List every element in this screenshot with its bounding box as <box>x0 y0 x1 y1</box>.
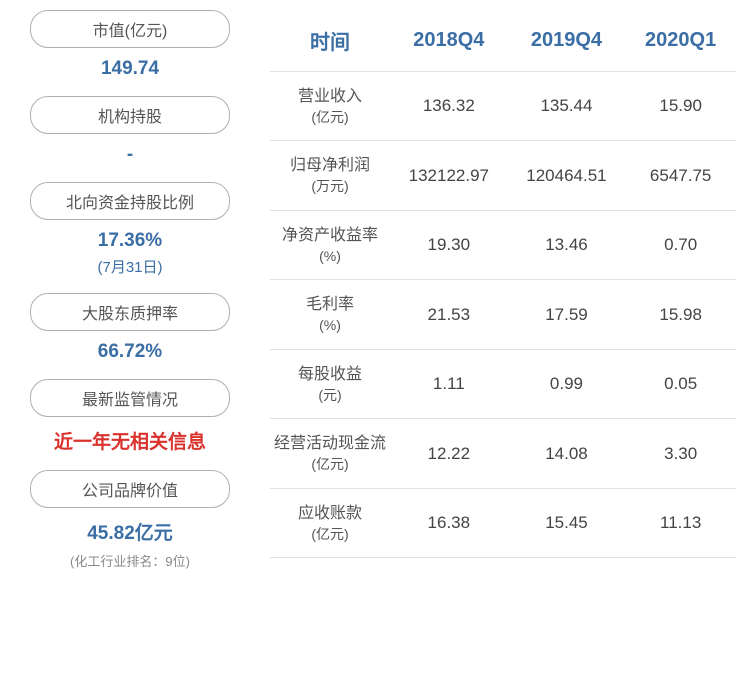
stat-note: (化工行业排名：9位) <box>30 551 230 570</box>
metric-unit: (%) <box>274 247 386 266</box>
metric-name: 毛利率 <box>274 294 386 316</box>
data-cell: 13.46 <box>508 210 626 279</box>
stat-value: 66.72% <box>30 341 230 363</box>
data-cell: 0.70 <box>625 210 736 279</box>
metric-cell: 经营活动现金流(亿元) <box>270 419 390 488</box>
stat-label: 北向资金持股比例 <box>30 182 230 220</box>
metric-name: 每股收益 <box>274 364 386 386</box>
stat-card-brand: 公司品牌价值 45.82亿元 (化工行业排名：9位) <box>30 470 230 570</box>
metric-unit: (亿元) <box>274 455 386 474</box>
data-cell: 12.22 <box>390 419 508 488</box>
metric-cell: 每股收益(元) <box>270 349 390 418</box>
col-header-2018q4: 2018Q4 <box>390 10 508 72</box>
data-cell: 15.90 <box>625 72 736 141</box>
stat-card-market-cap: 市值(亿元) 149.74 <box>30 10 230 92</box>
data-cell: 132122.97 <box>390 141 508 210</box>
metric-cell: 毛利率(%) <box>270 280 390 349</box>
stat-value: 45.82亿元 <box>30 518 230 545</box>
data-cell: 0.05 <box>625 349 736 418</box>
metric-unit: (元) <box>274 386 386 405</box>
financial-table: 时间 2018Q4 2019Q4 2020Q1 营业收入(亿元)136.3213… <box>270 10 736 558</box>
metric-cell: 净资产收益率(%) <box>270 210 390 279</box>
data-cell: 21.53 <box>390 280 508 349</box>
stat-value: 近一年无相关信息 <box>30 427 230 454</box>
stat-card-northbound: 北向资金持股比例 17.36% (7月31日) <box>30 182 230 289</box>
stat-value: 149.74 <box>30 58 230 80</box>
data-cell: 0.99 <box>508 349 626 418</box>
data-cell: 17.59 <box>508 280 626 349</box>
table-body: 营业收入(亿元)136.32135.4415.90归母净利润(万元)132122… <box>270 72 736 558</box>
table-row: 每股收益(元)1.110.990.05 <box>270 349 736 418</box>
right-table-panel: 时间 2018Q4 2019Q4 2020Q1 营业收入(亿元)136.3213… <box>260 10 750 668</box>
metric-unit: (亿元) <box>274 525 386 544</box>
data-cell: 14.08 <box>508 419 626 488</box>
table-row: 净资产收益率(%)19.3013.460.70 <box>270 210 736 279</box>
data-cell: 19.30 <box>390 210 508 279</box>
stat-label: 机构持股 <box>30 96 230 134</box>
metric-name: 归母净利润 <box>274 155 386 177</box>
table-row: 应收账款(亿元)16.3815.4511.13 <box>270 488 736 557</box>
metric-unit: (%) <box>274 316 386 335</box>
metric-name: 应收账款 <box>274 503 386 525</box>
data-cell: 136.32 <box>390 72 508 141</box>
table-row: 毛利率(%)21.5317.5915.98 <box>270 280 736 349</box>
stat-sub: (7月31日) <box>30 256 230 277</box>
metric-cell: 应收账款(亿元) <box>270 488 390 557</box>
metric-unit: (万元) <box>274 177 386 196</box>
col-header-2019q4: 2019Q4 <box>508 10 626 72</box>
metric-cell: 归母净利润(万元) <box>270 141 390 210</box>
data-cell: 15.98 <box>625 280 736 349</box>
stat-label: 公司品牌价值 <box>30 470 230 508</box>
table-row: 归母净利润(万元)132122.97120464.516547.75 <box>270 141 736 210</box>
metric-name: 营业收入 <box>274 86 386 108</box>
metric-name: 净资产收益率 <box>274 225 386 247</box>
table-row: 经营活动现金流(亿元)12.2214.083.30 <box>270 419 736 488</box>
stat-card-pledge: 大股东质押率 66.72% <box>30 293 230 375</box>
metric-unit: (亿元) <box>274 108 386 127</box>
data-cell: 15.45 <box>508 488 626 557</box>
metric-name: 经营活动现金流 <box>274 433 386 455</box>
stat-label: 大股东质押率 <box>30 293 230 331</box>
col-header-time: 时间 <box>270 10 390 72</box>
data-cell: 135.44 <box>508 72 626 141</box>
data-cell: 1.11 <box>390 349 508 418</box>
table-header-row: 时间 2018Q4 2019Q4 2020Q1 <box>270 10 736 72</box>
left-stats-panel: 市值(亿元) 149.74 机构持股 - 北向资金持股比例 17.36% (7月… <box>0 10 260 668</box>
data-cell: 6547.75 <box>625 141 736 210</box>
stat-label: 最新监管情况 <box>30 379 230 417</box>
stat-card-institutional: 机构持股 - <box>30 96 230 178</box>
data-cell: 120464.51 <box>508 141 626 210</box>
data-cell: 16.38 <box>390 488 508 557</box>
col-header-2020q1: 2020Q1 <box>625 10 736 72</box>
stat-card-regulatory: 最新监管情况 近一年无相关信息 <box>30 379 230 466</box>
stat-label: 市值(亿元) <box>30 10 230 48</box>
data-cell: 3.30 <box>625 419 736 488</box>
data-cell: 11.13 <box>625 488 736 557</box>
stat-value: - <box>30 144 230 166</box>
stat-value: 17.36% <box>30 230 230 252</box>
table-row: 营业收入(亿元)136.32135.4415.90 <box>270 72 736 141</box>
metric-cell: 营业收入(亿元) <box>270 72 390 141</box>
